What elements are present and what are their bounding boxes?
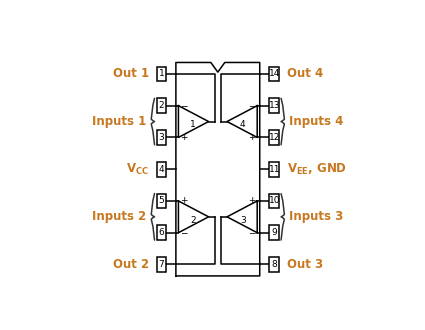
Bar bbox=[269, 98, 279, 113]
Text: +: + bbox=[181, 196, 188, 206]
Text: Inputs 4: Inputs 4 bbox=[289, 115, 343, 128]
Text: 1: 1 bbox=[190, 120, 196, 129]
Text: Out 1: Out 1 bbox=[113, 67, 149, 81]
Text: 1: 1 bbox=[159, 69, 164, 79]
Text: +: + bbox=[248, 196, 255, 206]
Text: −: − bbox=[181, 228, 188, 237]
Text: $\mathregular{V_{EE}}$, GND: $\mathregular{V_{EE}}$, GND bbox=[287, 162, 347, 177]
Text: −: − bbox=[248, 228, 255, 237]
Bar bbox=[269, 257, 279, 272]
Bar bbox=[269, 130, 279, 145]
Bar bbox=[269, 225, 279, 240]
Text: 12: 12 bbox=[269, 133, 280, 142]
Text: −: − bbox=[248, 101, 255, 110]
Text: 5: 5 bbox=[159, 196, 164, 206]
Text: Inputs 1: Inputs 1 bbox=[92, 115, 146, 128]
Bar bbox=[156, 194, 166, 208]
Text: 10: 10 bbox=[269, 196, 280, 206]
Text: Out 3: Out 3 bbox=[287, 258, 323, 271]
Bar bbox=[156, 98, 166, 113]
Bar bbox=[156, 67, 166, 81]
Text: 4: 4 bbox=[159, 165, 164, 174]
Text: Out 2: Out 2 bbox=[113, 258, 149, 271]
Bar bbox=[156, 257, 166, 272]
Bar bbox=[269, 162, 279, 177]
Text: 14: 14 bbox=[269, 69, 280, 79]
Text: 3: 3 bbox=[159, 133, 164, 142]
Text: 3: 3 bbox=[240, 215, 246, 224]
Bar bbox=[156, 130, 166, 145]
Text: −: − bbox=[181, 101, 188, 110]
Bar bbox=[269, 67, 279, 81]
Bar bbox=[156, 162, 166, 177]
Text: 2: 2 bbox=[190, 215, 196, 224]
Text: Inputs 3: Inputs 3 bbox=[289, 210, 343, 223]
Text: +: + bbox=[181, 133, 188, 142]
Text: Out 4: Out 4 bbox=[287, 67, 323, 81]
Text: 6: 6 bbox=[159, 228, 164, 237]
Text: +: + bbox=[248, 133, 255, 142]
Text: 11: 11 bbox=[269, 165, 280, 174]
Text: 7: 7 bbox=[159, 260, 164, 269]
Text: 2: 2 bbox=[159, 101, 164, 110]
Text: 13: 13 bbox=[269, 101, 280, 110]
Bar bbox=[269, 194, 279, 208]
Text: 4: 4 bbox=[240, 120, 246, 129]
Text: 9: 9 bbox=[271, 228, 277, 237]
Bar bbox=[156, 225, 166, 240]
Text: 8: 8 bbox=[271, 260, 277, 269]
Text: Inputs 2: Inputs 2 bbox=[92, 210, 146, 223]
Text: $\mathregular{V_{CC}}$: $\mathregular{V_{CC}}$ bbox=[126, 162, 149, 177]
